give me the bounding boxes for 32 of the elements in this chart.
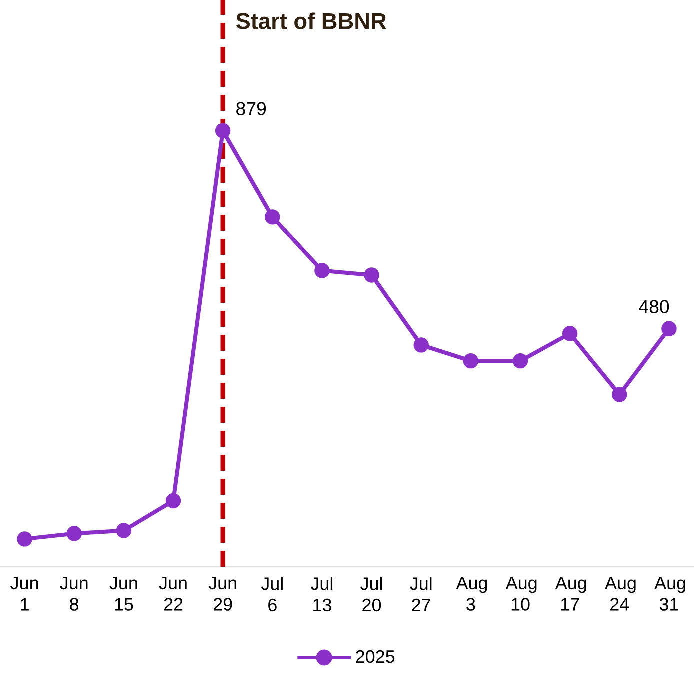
x-tick-label: Aug 31: [654, 577, 686, 611]
x-tick-label: Aug 24: [605, 577, 636, 611]
x-tick-label: Aug 10: [506, 577, 537, 611]
point: [17, 532, 32, 547]
point: [265, 210, 280, 225]
point: [414, 338, 429, 353]
point: [662, 321, 677, 336]
point: [364, 268, 380, 283]
point: [463, 353, 479, 369]
point: [66, 526, 82, 542]
x-tick-label: Jun 1: [10, 577, 38, 611]
point: [314, 263, 330, 278]
point: [562, 326, 578, 342]
point: [512, 353, 528, 369]
x-tick-label: Aug 3: [456, 577, 488, 611]
x-tick-label: Jun 22: [159, 577, 187, 611]
x-tick-label: Jun 15: [110, 577, 138, 611]
ref-line-label: Start of BBNR: [236, 12, 386, 30]
x-tick-label: Jul 20: [360, 577, 382, 612]
x-tick-label: Jul 6: [261, 577, 283, 612]
point: [166, 493, 182, 509]
data-label: 879: [236, 102, 266, 116]
x-tick-label: Aug 17: [555, 577, 586, 611]
point: [215, 123, 231, 138]
x-tick-label: Jul 13: [310, 577, 333, 612]
point: [612, 387, 628, 402]
legend-label: 2025: [356, 650, 395, 664]
point: [116, 523, 132, 538]
x-tick-label: Jul 27: [410, 577, 432, 612]
x-tick-label: Jun 29: [208, 577, 236, 611]
x-tick-label: Jun 8: [60, 577, 88, 611]
data-label: 480: [639, 300, 670, 314]
